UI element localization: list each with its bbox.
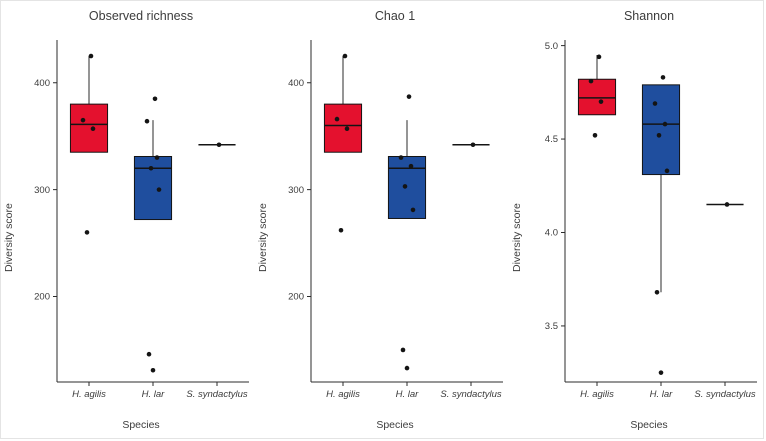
data-point xyxy=(652,101,658,106)
data-point xyxy=(588,78,594,84)
data-point xyxy=(342,53,348,59)
data-point xyxy=(654,290,660,295)
data-point xyxy=(404,365,410,371)
data-point xyxy=(84,230,90,235)
shannon-boxplot: 3.5 4.0 4.5 5.0 H. agilis H. lar S. syndactylu… xyxy=(545,40,757,400)
panel-body: Diversity score 200 300 400 H. agilis H. lar… xyxy=(1,26,255,419)
data-point xyxy=(406,94,412,99)
x-axis-label: Species xyxy=(376,419,414,432)
y-tick-label: 200 xyxy=(288,292,304,303)
data-point xyxy=(596,54,602,60)
data-point xyxy=(344,126,350,132)
panel-body: Diversity score 200 300 400 H. agilis H. lar… xyxy=(255,26,509,419)
y-tick-label: 4.0 xyxy=(545,228,558,239)
data-point xyxy=(152,96,158,102)
panel-title-observed-richness: Observed richness xyxy=(88,9,194,23)
data-point xyxy=(408,163,414,169)
box xyxy=(577,78,617,116)
panel-title-shannon: Shannon xyxy=(623,9,675,23)
data-point xyxy=(400,347,406,353)
data-point xyxy=(154,155,160,160)
y-axis-label: Diversity score xyxy=(511,203,523,272)
data-point xyxy=(402,184,408,189)
box xyxy=(323,103,363,153)
box xyxy=(641,84,681,176)
x-tick-label: S. syndactylus xyxy=(694,389,755,400)
x-tick-label: H. agilis xyxy=(72,389,106,400)
data-point xyxy=(334,116,340,122)
x-tick-label: H. lar xyxy=(650,389,674,400)
panel-chao-1: Chao 1 Diversity score 200 300 400 H. agili… xyxy=(255,1,509,438)
y-tick-label: 4.5 xyxy=(545,134,558,145)
data-point xyxy=(724,202,730,207)
data-point xyxy=(90,126,96,132)
panel-body: Diversity score 3.5 4.0 4.5 5.0 H. agilis H. … xyxy=(509,26,763,419)
x-tick-label: H. agilis xyxy=(326,389,360,400)
y-tick-label: 200 xyxy=(34,292,50,303)
chao-1-boxplot: 200 300 400 H. agilis H. lar S. syndactylus xyxy=(288,40,503,400)
box xyxy=(133,156,173,221)
data-point xyxy=(144,118,150,124)
data-point xyxy=(80,117,86,123)
data-point xyxy=(598,99,604,105)
data-point xyxy=(338,227,344,233)
data-point xyxy=(150,367,156,373)
data-point xyxy=(410,207,416,213)
x-tick-label: S. syndactylus xyxy=(440,389,501,400)
data-point xyxy=(592,133,598,138)
y-axis-label: Diversity score xyxy=(257,203,269,272)
y-tick-label: 400 xyxy=(34,78,50,89)
box xyxy=(69,103,109,153)
panel-observed-richness: Observed richness Diversity score 200 300… xyxy=(1,1,255,438)
data-point xyxy=(146,351,152,357)
y-tick-label: 300 xyxy=(34,185,50,196)
x-tick-label: S. syndactylus xyxy=(186,389,247,400)
y-tick-label: 3.5 xyxy=(545,321,558,332)
y-axis-label: Diversity score xyxy=(3,203,15,272)
x-tick-label: H. agilis xyxy=(580,389,614,400)
y-tick-label: 400 xyxy=(288,78,304,89)
x-axis-label: Species xyxy=(630,419,668,432)
data-point xyxy=(664,168,670,174)
y-tick-label: 300 xyxy=(288,185,304,196)
y-tick-label: 5.0 xyxy=(545,41,558,52)
data-point xyxy=(88,53,94,59)
data-point xyxy=(398,155,404,160)
data-point xyxy=(470,142,476,148)
panel-title-chao-1: Chao 1 xyxy=(374,9,416,23)
data-point xyxy=(216,142,222,148)
x-axis-label: Species xyxy=(122,419,160,432)
data-point xyxy=(148,165,154,171)
data-point xyxy=(656,133,662,138)
panel-shannon: Shannon Diversity score 3.5 4.0 4.5 5.0 H. a… xyxy=(509,1,763,438)
x-tick-label: H. lar xyxy=(396,389,420,400)
x-tick-label: H. lar xyxy=(142,389,166,400)
observed-richness-boxplot: 200 300 400 H. agilis H. lar S. syndactylus xyxy=(34,40,249,400)
data-point xyxy=(156,187,162,192)
data-point xyxy=(658,370,664,376)
data-point xyxy=(660,75,666,80)
data-point xyxy=(662,121,668,127)
